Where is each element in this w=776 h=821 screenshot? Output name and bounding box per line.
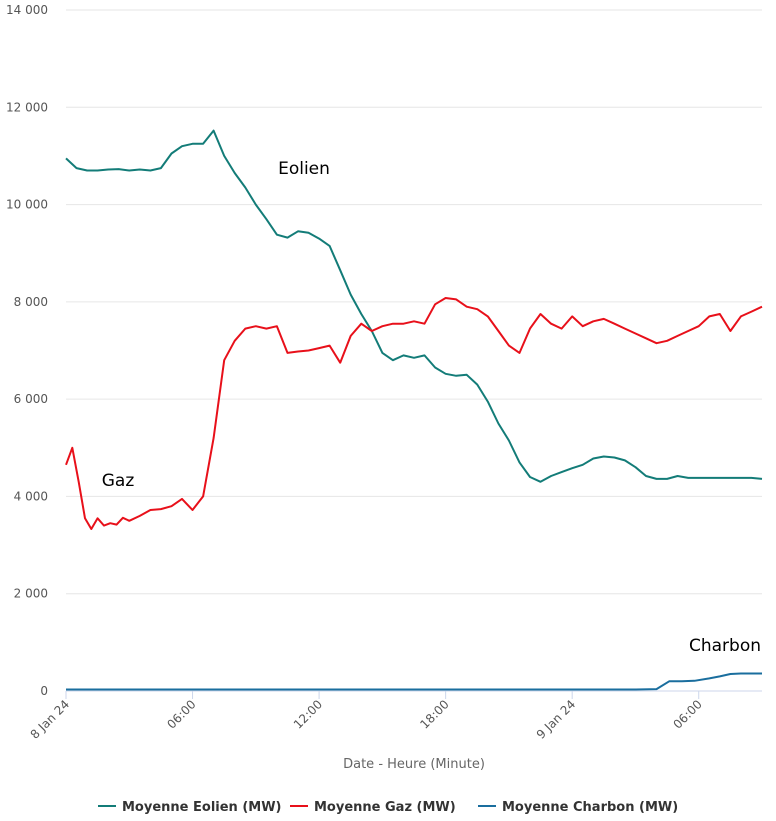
legend-item: Moyenne Charbon (MW) [478,800,678,815]
legend-item: Moyenne Gaz (MW) [290,800,456,815]
y-tick-label: 6 000 [14,392,48,406]
annotation-2: Charbon [689,636,761,656]
series-annotations: Eolien Gaz Charbon [102,159,761,656]
annotation-1: Gaz [102,471,135,491]
grid-lines [66,9,762,595]
series-line-2 [66,672,762,691]
legend-label: Moyenne Charbon (MW) [502,800,678,815]
y-tick-label: 14 000 [6,3,48,17]
x-axis-title: Date - Heure (Minute) [343,757,485,772]
legend-label: Moyenne Eolien (MW) [122,800,282,815]
y-axis: 0 2 000 4 000 6 000 8 000 10 000 12 000 14 000 [6,3,48,698]
legend: Moyenne Eolien (MW) Moyenne Gaz (MW) Moyen… [98,800,678,815]
series-lines [65,129,763,691]
x-tick-label: 06:00 [164,697,198,731]
x-axis: 8 Jan 24 06:00 12:00 18:00 9 Jan 24 06:00 [28,691,705,742]
legend-label: Moyenne Gaz (MW) [314,800,456,815]
y-tick-label: 8 000 [14,295,48,309]
x-tick-label: 06:00 [670,697,704,731]
y-tick-label: 10 000 [6,198,48,212]
series-line-1 [65,297,763,530]
x-tick-label: 12:00 [291,697,325,731]
y-tick-label: 2 000 [14,587,48,601]
x-tick-label: 18:00 [417,697,451,731]
y-tick-label: 4 000 [14,489,48,503]
x-tick-label: 8 Jan 24 [28,697,73,742]
legend-item: Moyenne Eolien (MW) [98,800,282,815]
y-tick-label: 0 [40,684,48,698]
y-tick-label: 12 000 [6,100,48,114]
x-tick-label: 9 Jan 24 [534,697,579,742]
series-line-0 [65,129,763,483]
annotation-0: Eolien [278,159,330,179]
